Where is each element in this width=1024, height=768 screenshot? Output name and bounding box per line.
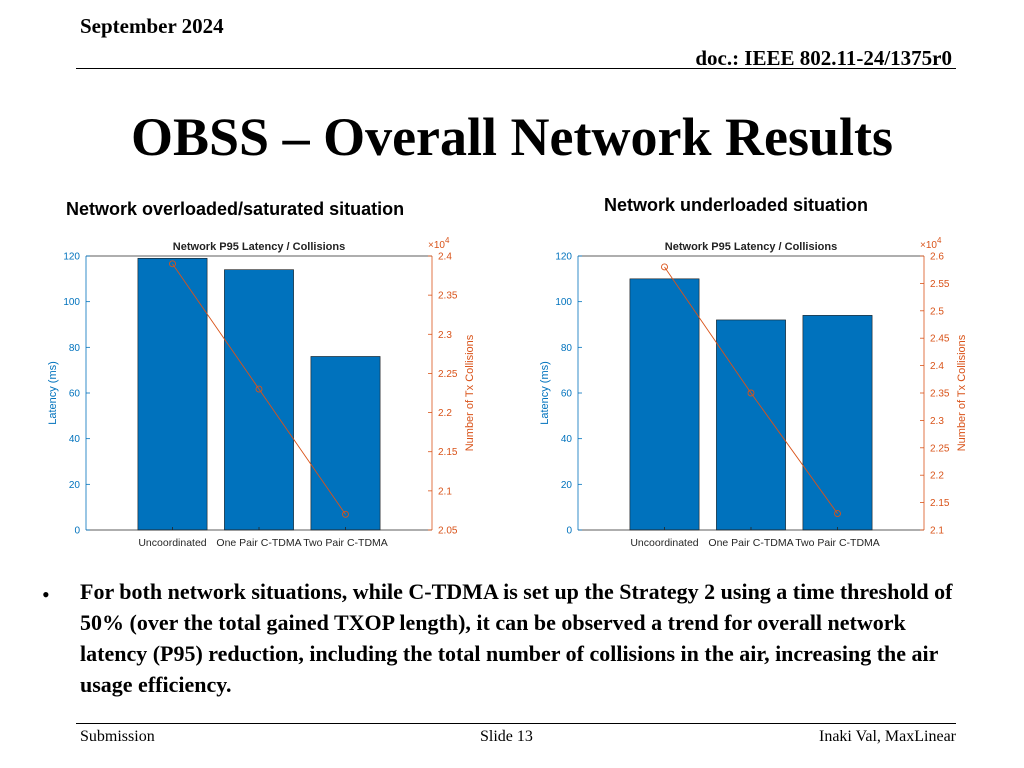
y-tick-label-left: 80 xyxy=(69,343,81,354)
y-tick-label-left: 120 xyxy=(555,252,572,263)
x-tick-label: Two Pair C-TDMA xyxy=(303,537,388,549)
y-tick-label-left: 60 xyxy=(561,389,573,400)
y-tick-label-right: 2.35 xyxy=(930,389,950,400)
latency-bar xyxy=(137,257,208,531)
collisions-point xyxy=(747,389,755,397)
collisions-point xyxy=(834,510,841,518)
y-axis-label-left: Latency (ms) xyxy=(47,361,59,425)
y-tick-label-right: 2.3 xyxy=(438,330,452,341)
y-tick-label-left: 40 xyxy=(561,434,573,445)
y2-exponent-label: ×104 xyxy=(428,236,450,251)
x-tick-label: One Pair C-TDMA xyxy=(216,537,301,549)
chart-underloaded: Network P95 Latency / Collisions 0 20 40 60 8… xyxy=(539,236,968,549)
y-axis-label-left: Latency (ms) xyxy=(539,361,551,425)
latency-bar xyxy=(224,269,294,531)
header-doc-id: doc.: IEEE 802.11-24/1375r0 xyxy=(695,46,952,70)
y-tick-label-right: 2.6 xyxy=(930,252,944,263)
footer-divider xyxy=(76,723,956,724)
y-tick-label-right: 2.15 xyxy=(930,498,950,509)
y2-exponent-label: ×104 xyxy=(920,236,942,251)
y-tick-label-left: 100 xyxy=(555,297,572,308)
y-tick-label-right: 2.55 xyxy=(930,279,950,290)
x-tick-label: Uncoordinated xyxy=(138,537,206,549)
y-tick-label-right: 2.2 xyxy=(438,408,452,419)
collisions-point xyxy=(255,385,263,393)
right-panel-heading: Network underloaded situation xyxy=(604,195,869,215)
collisions-line xyxy=(664,266,838,514)
left-panel-heading: Network overloaded/saturated situation xyxy=(66,199,405,219)
y-tick-label-left: 20 xyxy=(69,480,81,491)
x-tick-label: Two Pair C-TDMA xyxy=(795,537,880,549)
y-tick-label-left: 20 xyxy=(561,480,573,491)
y-tick-label-left: 100 xyxy=(63,297,80,308)
collisions-point xyxy=(169,260,176,268)
y-tick-label-left: 0 xyxy=(566,526,572,537)
y-tick-label-right: 2.45 xyxy=(930,334,950,345)
latency-bar xyxy=(629,278,700,531)
y-tick-label-right: 2.35 xyxy=(438,291,458,302)
latency-bar xyxy=(716,319,786,531)
y-tick-label-right: 2.3 xyxy=(930,416,944,427)
y-tick-label-right: 2.2 xyxy=(930,471,944,482)
chart-title: Network P95 Latency / Collisions xyxy=(173,241,345,253)
y-tick-label-right: 2.25 xyxy=(438,369,458,380)
footer-submission: Submission xyxy=(80,728,155,745)
slide-title: OBSS – Overall Network Results xyxy=(131,107,893,167)
x-tick-label: Uncoordinated xyxy=(630,537,698,549)
y-tick-label-right: 2.05 xyxy=(438,526,458,537)
y-tick-label-right: 2.1 xyxy=(438,486,452,497)
y-axis-label-right: Number of Tx Collisions xyxy=(464,334,476,451)
y-tick-label-right: 2.1 xyxy=(930,526,944,537)
collisions-line xyxy=(172,263,346,515)
y-tick-label-right: 2.25 xyxy=(930,443,950,454)
collisions-point xyxy=(661,263,668,271)
y-tick-label-right: 2.15 xyxy=(438,447,458,458)
bullet-text: For both network situations, while C-TDM… xyxy=(80,579,953,697)
y-tick-label-left: 80 xyxy=(561,343,573,354)
latency-bar xyxy=(310,356,381,531)
footer-slide-number: Slide 13 xyxy=(480,728,533,745)
header-divider xyxy=(76,68,956,69)
y-tick-label-right: 2.4 xyxy=(438,252,452,263)
y-tick-label-left: 0 xyxy=(74,526,80,537)
y-tick-label-left: 40 xyxy=(69,434,81,445)
y-tick-label-right: 2.4 xyxy=(930,361,944,372)
footer-author: Inaki Val, MaxLinear xyxy=(819,728,956,745)
chart-title: Network P95 Latency / Collisions xyxy=(665,241,837,253)
bullet-marker: • xyxy=(42,582,50,607)
x-tick-label: One Pair C-TDMA xyxy=(708,537,793,549)
y-tick-label-left: 120 xyxy=(63,252,80,263)
y-tick-label-right: 2.5 xyxy=(930,306,944,317)
y-tick-label-left: 60 xyxy=(69,389,81,400)
header-date: September 2024 xyxy=(80,14,224,38)
collisions-point xyxy=(342,510,349,518)
chart-overloaded: Network P95 Latency / Collisions 0 20 40 60 8… xyxy=(47,236,476,549)
latency-bar xyxy=(802,315,873,531)
y-axis-label-right: Number of Tx Collisions xyxy=(956,334,968,451)
